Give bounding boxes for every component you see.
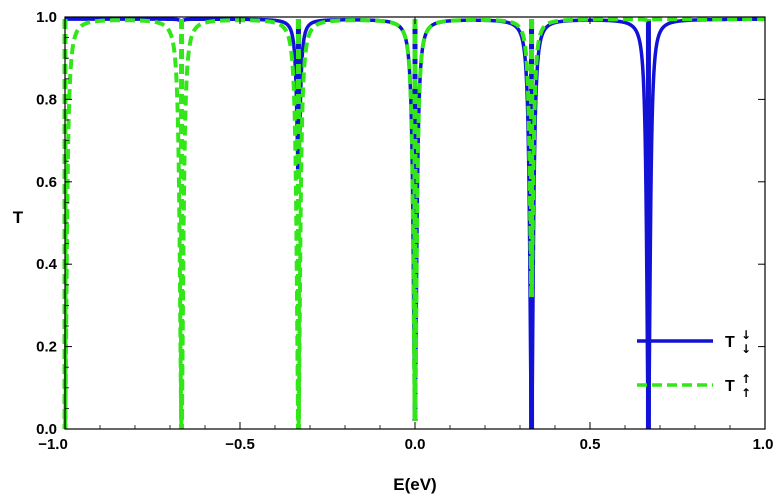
ticks-layer: −1.0 −0.5 0.0 0.5 1.0 0.0 0.2 0.4 0.6 0.8 1.0 — [36, 9, 773, 453]
legend-label-superscript: ↓ — [741, 328, 751, 342]
x-tick-label: 0.5 — [580, 436, 601, 453]
y-tick-label: 0.6 — [36, 174, 57, 191]
y-tick-label: 1.0 — [36, 9, 57, 26]
series-layer — [62, 17, 766, 430]
x-axis-label: E(eV) — [393, 475, 436, 494]
x-tick-label: −0.5 — [225, 436, 255, 453]
y-tick-label: 0.4 — [36, 256, 58, 273]
y-axis-label: T — [13, 208, 24, 227]
legend-label-subscript: ↑ — [741, 386, 751, 400]
legend-label: T — [725, 378, 735, 395]
x-tick-label: 1.0 — [753, 436, 774, 453]
legend-label-subscript: ↓ — [741, 342, 751, 356]
y-tick-label: 0.8 — [36, 91, 57, 108]
y-tick-label: 0.2 — [36, 339, 57, 356]
legend-label-superscript: ↑ — [741, 372, 751, 386]
x-tick-label: 0.0 — [405, 436, 426, 453]
legend-label: T — [725, 334, 735, 351]
x-tick-label: −1.0 — [38, 436, 68, 453]
y-tick-label: 0.0 — [36, 421, 57, 438]
legend: T ↓↓ T ↑↑ — [637, 328, 751, 400]
